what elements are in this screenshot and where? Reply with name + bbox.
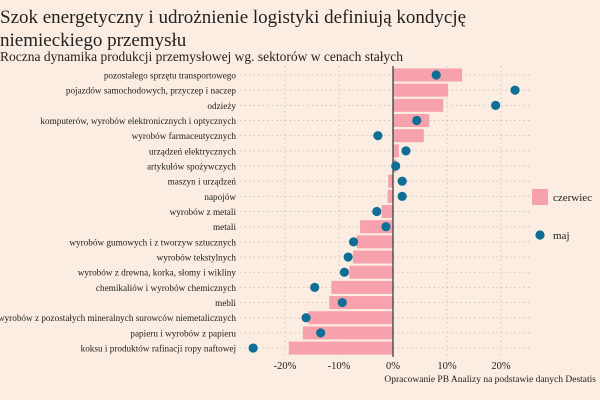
- legend-swatch-maj: [535, 230, 545, 240]
- point-maj: [491, 100, 501, 110]
- bar-czerwiec: [388, 174, 393, 188]
- legend-label-maj: maj: [553, 230, 570, 242]
- chart-caption: Opracowanie PB Analizy na podstawie dany…: [384, 375, 596, 385]
- category-label: wyrobów gumowych i z tworzyw sztucznych: [69, 237, 236, 247]
- category-label: napojów: [204, 192, 236, 202]
- category-label: metali: [213, 222, 236, 232]
- category-label: wyrobów z drewna, korka, słomy i wikliny: [78, 268, 237, 278]
- point-maj: [381, 222, 391, 232]
- bar-czerwiec: [387, 189, 393, 203]
- bar-czerwiec: [393, 68, 463, 82]
- bar-czerwiec: [393, 114, 430, 128]
- point-maj: [401, 146, 411, 156]
- bar-czerwiec: [349, 265, 393, 279]
- x-tick-label: -10%: [328, 361, 351, 372]
- category-label: pozostałego sprzętu transportowego: [104, 71, 237, 81]
- bar-czerwiec: [393, 129, 424, 143]
- point-maj: [301, 313, 311, 323]
- bar-czerwiec: [331, 280, 393, 294]
- category-label: pojazdów samochodowych, przyczep i nacze…: [66, 86, 237, 96]
- point-maj: [372, 206, 382, 217]
- bar-czerwiec: [353, 250, 393, 264]
- chart-title: Szok energetyczny i udrożnienie logistyk…: [0, 7, 467, 51]
- category-label: urządzeń elektrycznych: [149, 146, 236, 156]
- category-label: maszyn i urządzeń: [168, 177, 237, 187]
- point-maj: [348, 237, 359, 247]
- point-maj: [373, 131, 383, 141]
- x-tick-label: 20%: [491, 361, 511, 372]
- category-label: artykułów spożywczych: [147, 162, 236, 172]
- category-label: koksu i produktów rafinacji ropy naftowe…: [81, 344, 236, 354]
- point-maj: [412, 115, 422, 126]
- category-label: chemikaliów i wyrobów chemicznych: [96, 283, 236, 293]
- point-maj: [397, 176, 407, 186]
- point-maj: [431, 70, 441, 80]
- category-label: wyrobów farmaceutycznych: [132, 131, 237, 141]
- point-maj: [337, 297, 347, 308]
- category-label: mebli: [215, 298, 236, 308]
- category-label: komputerów, wyrobów elektronicznych i op…: [40, 116, 236, 126]
- category-label: wyrobów z pozostałych mineralnych surowc…: [0, 313, 236, 323]
- legend-label-czerwiec: czerwiec: [553, 192, 592, 204]
- point-maj: [339, 267, 349, 277]
- bar-czerwiec: [288, 341, 393, 355]
- category-label: papieru i wyrobów z papieru: [130, 328, 236, 338]
- x-tick-label: -20%: [274, 361, 297, 372]
- bar-czerwiec: [381, 205, 393, 219]
- point-maj: [248, 343, 258, 353]
- bar-czerwiec: [393, 98, 444, 112]
- bar-czerwiec: [308, 311, 393, 325]
- bar-czerwiec: [393, 83, 449, 97]
- category-label: odzieży: [207, 101, 236, 111]
- point-maj: [391, 161, 401, 171]
- point-maj: [510, 85, 520, 95]
- chart-subtitle: Roczna dynamika produkcji przemysłowej w…: [0, 49, 404, 64]
- bar-czerwiec: [393, 144, 399, 158]
- legend-swatch-czerwiec: [532, 189, 548, 205]
- x-tick-label: 0%: [386, 361, 400, 372]
- point-maj: [316, 328, 326, 338]
- bar-czerwiec: [356, 235, 393, 249]
- point-maj: [397, 191, 407, 201]
- x-tick-label: 10%: [437, 361, 457, 372]
- category-label: wyrobów z metali: [170, 207, 237, 217]
- bar-czerwiec: [302, 326, 393, 340]
- point-maj: [343, 252, 353, 262]
- point-maj: [310, 282, 320, 292]
- category-label: wyrobów tekstylnych: [157, 253, 237, 263]
